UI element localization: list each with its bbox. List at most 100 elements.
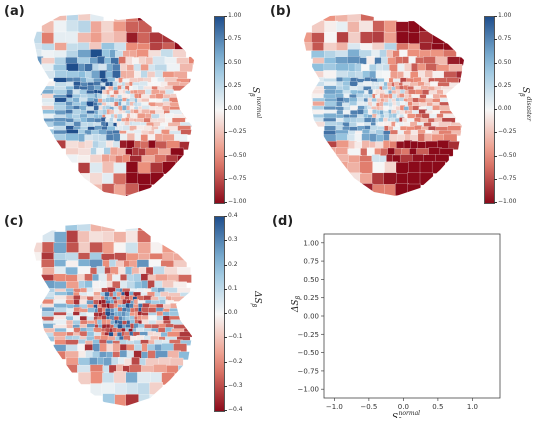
colorbar-tickmark: [224, 109, 227, 110]
map-region-87: [133, 273, 142, 283]
colorbar-tick-label: 0.0: [228, 309, 238, 316]
map-region-2: [66, 14, 81, 23]
map-region-178: [34, 89, 44, 96]
map-region-10: [66, 230, 80, 243]
panel-b-label: (b): [270, 4, 292, 19]
map-region-11: [66, 20, 80, 34]
map-region-489: [34, 161, 44, 174]
map-region-246: [193, 308, 194, 314]
map-region-94: [42, 280, 56, 290]
map-region-375: [108, 121, 114, 127]
map-region-59: [160, 49, 175, 58]
map-region-494: [304, 172, 313, 185]
map-region-290: [432, 105, 441, 111]
map-panel-c: [34, 224, 200, 406]
map-region-425: [180, 129, 194, 135]
colorbar-label-a: Sβnormal: [248, 87, 262, 119]
x-tick-label: −0.5: [360, 403, 377, 411]
colorbar-tick-label: −1.00: [228, 198, 247, 205]
x-tick-label: 0.0: [398, 403, 409, 411]
map-region-1: [335, 14, 349, 22]
map-region-221: [170, 303, 184, 309]
colorbar-tickmark: [224, 361, 227, 363]
map-region-507: [149, 394, 163, 406]
map-region-485: [154, 154, 168, 163]
x-tick-label: 0.5: [432, 403, 443, 411]
map-region-506: [395, 183, 409, 196]
map-region-229: [97, 307, 104, 314]
x-tick-label: −1.0: [326, 403, 343, 411]
map-region-387: [41, 336, 56, 342]
map-region-347: [356, 117, 366, 123]
map-region-440: [198, 344, 200, 352]
y-tick-label: −0.50: [298, 349, 319, 357]
map-region-475: [41, 155, 55, 164]
map-region-107: [126, 70, 136, 79]
map-region-62: [65, 266, 79, 276]
map-region-473: [77, 364, 91, 374]
map-region-80: [41, 63, 56, 72]
map-region-16: [137, 230, 151, 244]
map-region-268: [304, 105, 314, 112]
colorbar-tick-label: 0.25: [498, 81, 512, 89]
map-region-340: [165, 113, 174, 119]
map-region-491: [78, 162, 92, 175]
map-region-510: [347, 194, 362, 196]
map-region-426: [192, 130, 194, 136]
map-region-470: [169, 357, 184, 367]
map-region-6: [125, 14, 140, 22]
colorbar-tick-label: 0.50: [228, 58, 242, 66]
map-region-20: [360, 31, 374, 45]
map-region-227: [87, 307, 96, 314]
map-region-492: [419, 161, 434, 174]
map-region-1: [53, 14, 67, 22]
map-region-441: [312, 140, 327, 149]
map-region-73: [311, 63, 326, 72]
map-region-438: [161, 343, 175, 352]
colorbar-tick-label: −0.3: [228, 381, 243, 389]
map-region-505: [137, 173, 152, 186]
map-region-471: [42, 364, 56, 373]
map-region-98: [54, 70, 69, 79]
colorbar-tick-label: 1.00: [498, 12, 512, 19]
map-region-221: [155, 93, 165, 99]
y-tick-label: −1.00: [298, 386, 319, 394]
map-region-22: [53, 31, 67, 45]
map-region-508: [185, 394, 194, 406]
map-region-337: [421, 113, 430, 119]
map-region-500: [174, 382, 188, 395]
map-region-511: [53, 405, 68, 406]
map-region-504: [125, 172, 140, 185]
map-region-500: [407, 172, 421, 186]
colorbar-tickmark: [224, 85, 227, 87]
panel-d-label: (d): [272, 214, 294, 229]
map-region-104: [126, 280, 135, 290]
colorbar-tick-label: −0.75: [498, 174, 517, 182]
map-region-8: [42, 230, 56, 243]
y-tick-label: 1.00: [303, 239, 319, 247]
map-region-11: [77, 230, 92, 244]
colorbar-tickmark: [224, 202, 227, 203]
map-region-497: [371, 172, 386, 186]
map-region-5: [137, 224, 152, 233]
colorbar-tickmark: [494, 85, 497, 87]
map-region-515: [41, 195, 55, 196]
map-region-487: [359, 161, 373, 174]
map-region-317: [182, 109, 194, 115]
map-region-503: [113, 173, 127, 186]
map-region-514: [149, 404, 164, 406]
map-region-7: [137, 14, 152, 23]
map-region-512: [161, 183, 175, 196]
colorbar-tick-label: 0.25: [228, 81, 242, 89]
colorbar-tick-label: 0.2: [228, 260, 238, 268]
map-region-499: [198, 161, 200, 173]
map-region-128: [458, 78, 464, 85]
map-region-127: [446, 77, 461, 84]
map-region-15: [125, 230, 140, 243]
colorbar-gradient-b: [484, 16, 495, 204]
map-region-518: [137, 194, 151, 196]
map-region-21: [53, 242, 68, 255]
map-region-495: [101, 382, 115, 396]
map-region-108: [468, 70, 470, 78]
map-region-487: [177, 155, 191, 164]
